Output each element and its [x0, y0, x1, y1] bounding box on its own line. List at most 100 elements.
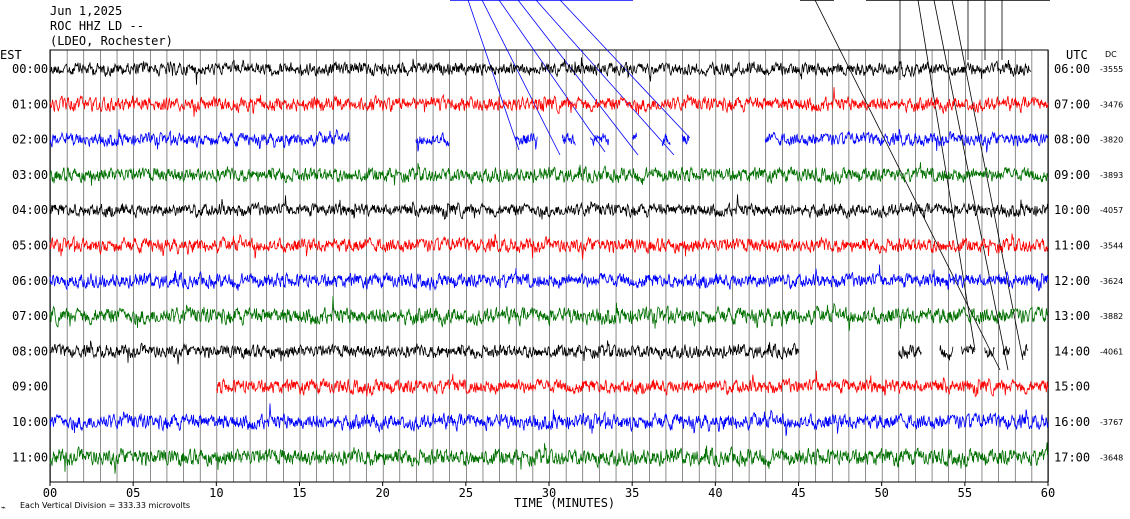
dc-value: -3893	[1100, 171, 1123, 180]
station-code: ROC HHZ LD --	[50, 19, 144, 33]
dc-value: -4057	[1100, 206, 1123, 215]
trace-0200	[561, 132, 576, 146]
dc-value: -4061	[1100, 347, 1123, 356]
trace-0900	[215, 370, 1049, 398]
trace-0200	[590, 133, 609, 147]
trace-0600	[49, 264, 1049, 292]
x-tick-label: 15	[292, 486, 306, 500]
utc-label: 09:00	[1054, 168, 1090, 182]
trace-0400	[49, 194, 1049, 221]
trace-0200	[515, 132, 538, 150]
trace-0200	[49, 129, 350, 150]
x-tick-label: 35	[625, 486, 639, 500]
est-label: 04:00	[12, 203, 48, 217]
est-label: 01:00	[12, 97, 48, 111]
x-axis-title: TIME (MINUTES)	[514, 496, 615, 510]
record-date: Jun 1,2025	[50, 4, 123, 18]
est-label: 08:00	[12, 344, 48, 358]
utc-label: 17:00	[1054, 450, 1090, 464]
x-tick-label: 55	[958, 486, 972, 500]
utc-label: 12:00	[1054, 274, 1090, 288]
trace-0800	[984, 347, 995, 358]
utc-label: 11:00	[1054, 239, 1090, 253]
est-label: 03:00	[12, 168, 48, 182]
event-line-black	[917, 0, 976, 351]
x-tick-label: 45	[791, 486, 805, 500]
event-line-black	[951, 0, 1024, 361]
trace-0800	[961, 344, 975, 355]
scale-footnote: Each Vertical Division = 333.33 microvol…	[20, 501, 190, 510]
dc-value: -3882	[1100, 312, 1123, 321]
utc-label: 10:00	[1054, 203, 1090, 217]
dc-value: -3555	[1100, 65, 1123, 74]
x-tick-label: 25	[459, 486, 473, 500]
trace-0200	[681, 134, 689, 145]
x-tick-label: 20	[375, 486, 389, 500]
utc-label: 07:00	[1054, 97, 1090, 111]
event-line-blue	[535, 0, 675, 156]
left-timezone-label: EST	[0, 48, 22, 62]
event-line-blue	[481, 0, 561, 156]
x-tick-label: 40	[708, 486, 722, 500]
est-label: 00:00	[12, 62, 48, 76]
x-tick-label: 00	[43, 486, 57, 500]
dc-value: -3624	[1100, 277, 1123, 286]
dc-heading: DC	[1105, 50, 1117, 59]
est-label: 11:00	[12, 450, 48, 464]
est-label: 09:00	[12, 380, 48, 394]
corner-mark-icon: ⌁	[1, 503, 6, 512]
est-label: 05:00	[12, 239, 48, 253]
utc-label: 15:00	[1054, 380, 1090, 394]
trace-0700	[49, 295, 1049, 332]
x-tick-label: 05	[126, 486, 140, 500]
event-line-blue	[498, 0, 606, 153]
est-hour-labels: 00:00 01:00 02:00 03:00 04:00 05:00 06:00 07:00…	[12, 62, 48, 464]
utc-label: 13:00	[1054, 309, 1090, 323]
trace-0500	[49, 233, 1049, 260]
trace-0800	[897, 344, 922, 359]
est-label: 06:00	[12, 274, 48, 288]
dc-value: -3476	[1100, 100, 1123, 109]
trace-0800	[939, 345, 954, 361]
utc-hour-labels: 06:00 07:00 08:00 09:00 10:00 11:00 12:00 13:00…	[1054, 62, 1090, 464]
x-axis-tick-labels: 00 05 10 15 20 25 30 35 40 45 50 55 60	[43, 486, 1055, 500]
seismic-traces	[49, 57, 1049, 474]
utc-label: 06:00	[1054, 62, 1090, 76]
trace-0800	[49, 340, 799, 365]
event-marker-lines	[450, 0, 1050, 371]
dc-offset-labels: -3555 -3476 -3820 -3893 -4057 -3544 -3624 -3882…	[1100, 65, 1123, 462]
trace-0200	[661, 133, 671, 146]
network-name: (LDEO, Rochester)	[50, 34, 173, 48]
grid-lines	[49, 49, 1049, 486]
utc-label: 14:00	[1054, 344, 1090, 358]
utc-label: 16:00	[1054, 415, 1090, 429]
trace-0200	[415, 132, 450, 152]
trace-1000	[49, 403, 1049, 436]
trace-0800	[1021, 344, 1029, 358]
trace-0200	[764, 128, 1049, 153]
event-line-blue	[467, 0, 520, 151]
trace-0800	[1002, 345, 1010, 356]
trace-0300	[49, 162, 1048, 186]
dc-value: -3544	[1100, 242, 1123, 251]
right-timezone-label: UTC	[1066, 48, 1088, 62]
event-line-blue	[517, 0, 639, 156]
est-label: 10:00	[12, 415, 48, 429]
trace-0200	[631, 132, 638, 140]
est-label: 07:00	[12, 309, 48, 323]
dc-value: -3648	[1100, 453, 1123, 462]
trace-0000	[49, 57, 1032, 85]
x-tick-label: 10	[209, 486, 223, 500]
event-line-black	[814, 0, 1001, 371]
trace-1100	[49, 442, 1049, 474]
x-tick-label: 60	[1041, 486, 1055, 500]
dc-value: -3820	[1100, 136, 1123, 145]
dc-value: -3767	[1100, 418, 1123, 427]
utc-label: 08:00	[1054, 133, 1090, 147]
x-tick-label: 50	[874, 486, 888, 500]
est-label: 02:00	[12, 133, 48, 147]
x-tick-label: 30	[542, 486, 556, 500]
event-line-black	[933, 0, 1009, 371]
trace-0100	[49, 87, 1049, 117]
